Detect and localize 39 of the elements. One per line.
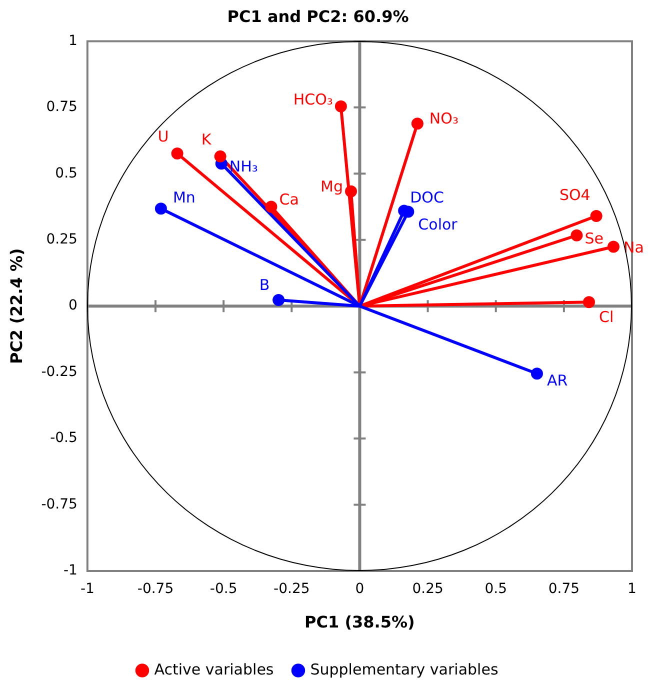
chart-title: PC1 and PC2: 60.9%: [227, 6, 409, 26]
y-tick-label: -0.75: [41, 496, 78, 512]
annotation: AR: [546, 372, 568, 390]
annotation: Se: [584, 229, 604, 248]
x-tick-label: 0: [355, 581, 364, 598]
x-tick-label: 0.5: [484, 581, 507, 598]
x-tick-label: 0.25: [412, 581, 444, 598]
annotation: Cl: [598, 308, 614, 326]
annotation: Mn: [172, 188, 196, 207]
x-tick-label: 0.75: [548, 581, 580, 598]
y-tick-label: 0: [68, 298, 78, 314]
x-tick-label: -0.5: [210, 581, 238, 598]
x-tick-label: -0.25: [274, 581, 310, 598]
annotation: NH₃: [229, 157, 258, 176]
annotation: U: [158, 127, 169, 146]
y-axis-title: PC2 (22.4 %): [6, 248, 26, 364]
annotation: Color: [418, 216, 458, 234]
legend-label: Supplementary variables: [310, 660, 498, 678]
y-tick-label: 0.25: [46, 232, 78, 248]
y-tick-label: -1: [63, 562, 78, 579]
y-tick-label: 0.5: [55, 165, 78, 182]
legend-label: Active variables: [154, 660, 274, 678]
annotation: HCO₃: [293, 90, 333, 108]
x-tick-label: -1: [80, 581, 94, 598]
x-tick-label: -0.75: [137, 581, 174, 598]
annotation: Na: [623, 238, 644, 257]
annotation: B: [259, 276, 270, 294]
annotation: Ca: [279, 190, 299, 209]
y-tick-label: 0.75: [46, 99, 78, 116]
x-axis-title: PC1 (38.5%): [304, 612, 415, 632]
y-tick-label: -0.25: [41, 364, 78, 380]
y-tick-label: 1: [68, 32, 78, 49]
y-tick-label: -0.5: [50, 430, 78, 446]
annotation: DOC: [410, 188, 444, 207]
x-tick-label: 1: [628, 581, 636, 598]
annotation: NO₃: [429, 109, 458, 128]
annotation: K: [201, 130, 212, 148]
annotation: Mg: [320, 177, 343, 196]
annotation: SO4: [559, 186, 590, 204]
